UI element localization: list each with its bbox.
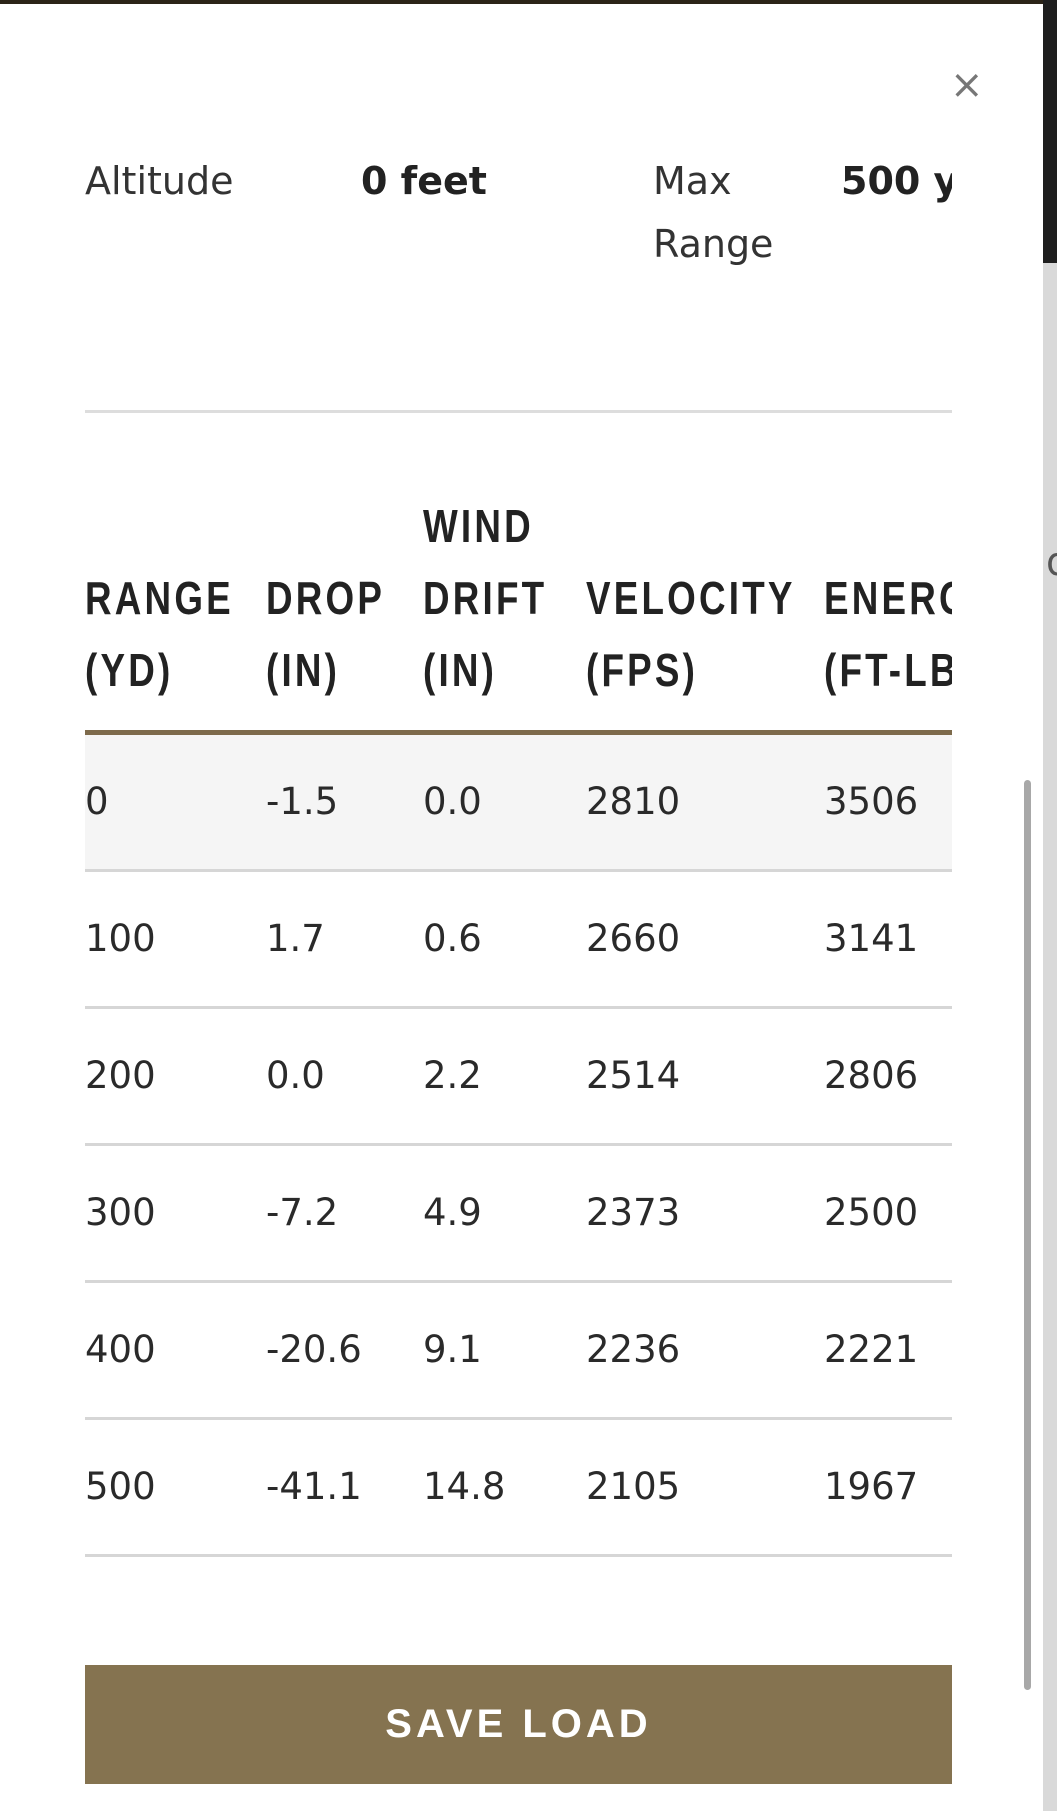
save-button[interactable]: SAVE LOAD [85, 1665, 952, 1784]
table-cell: -1.5 [266, 780, 339, 823]
table-cell: 3506 [824, 780, 919, 823]
column-header: VELOCITY (FPS) [586, 562, 796, 706]
top-bar [0, 0, 1057, 4]
column-header-line: VELOCITY [586, 572, 796, 624]
table-cell: 3141 [824, 917, 919, 960]
column-header: DROP (IN) [266, 562, 385, 706]
column-header-line: RANGE [85, 572, 234, 624]
table-cell: 9.1 [423, 1328, 482, 1371]
background-text: d [1046, 540, 1057, 585]
table-cell: 2500 [824, 1191, 919, 1234]
table-row: 100 1.7 0.6 2660 3141 [85, 872, 952, 1009]
table-row: 300 -7.2 4.9 2373 2500 [85, 1146, 952, 1283]
table-cell: 2810 [586, 780, 681, 823]
table-cell: 1.7 [266, 917, 325, 960]
modal: × Altitude 0 feet Max Range 500 yards RANGE (Y… [0, 4, 1043, 1811]
table-cell: -20.6 [266, 1328, 362, 1371]
table-cell: -41.1 [266, 1465, 362, 1508]
table-cell: 2373 [586, 1191, 681, 1234]
table-cell: 200 [85, 1054, 156, 1097]
column-header: ENERGY (FT-LBS) [824, 562, 952, 706]
info-label: Max Range [653, 150, 773, 276]
column-header-line: WIND [423, 500, 534, 552]
info-label-line: Range [653, 222, 774, 266]
info-label: Altitude [85, 150, 234, 213]
header-rule [85, 730, 952, 735]
info-label-line: Max [653, 159, 732, 203]
table-cell: 2806 [824, 1054, 919, 1097]
table-cell: 400 [85, 1328, 156, 1371]
table-cell: 0.0 [266, 1054, 325, 1097]
modal-content: Altitude 0 feet Max Range 500 yards RANGE (YD)… [85, 4, 952, 1811]
info-label-line: Altitude [85, 159, 234, 203]
table-cell: 500 [85, 1465, 156, 1508]
table-row: 400 -20.6 9.1 2236 2221 [85, 1283, 952, 1420]
close-button[interactable]: × [950, 62, 984, 108]
column-header-line: (IN) [423, 644, 498, 696]
table-cell: 2105 [586, 1465, 681, 1508]
column-header-line: DRIFT [423, 572, 548, 624]
table-row: 0 -1.5 0.0 2810 3506 [85, 735, 952, 872]
table-cell: 14.8 [423, 1465, 506, 1508]
table-cell: -7.2 [266, 1191, 339, 1234]
column-header-line: (FT-LBS) [824, 644, 952, 696]
table-cell: 300 [85, 1191, 156, 1234]
table-cell: 2221 [824, 1328, 919, 1371]
table-cell: 2660 [586, 917, 681, 960]
column-header: WIND DRIFT (IN) [423, 490, 547, 706]
table-cell: 2.2 [423, 1054, 482, 1097]
column-header-line: (YD) [85, 644, 174, 696]
background-header [1043, 0, 1057, 263]
divider [85, 410, 952, 413]
info-value: 0 feet [361, 159, 487, 203]
column-header-line: ENERGY [824, 572, 952, 624]
table-cell: 100 [85, 917, 156, 960]
column-header-line: DROP [266, 572, 386, 624]
table-row: 200 0.0 2.2 2514 2806 [85, 1009, 952, 1146]
column-header-line: (FPS) [586, 644, 699, 696]
table-cell: 0.6 [423, 917, 482, 960]
table-cell: 0.0 [423, 780, 482, 823]
column-header: RANGE (YD) [85, 562, 234, 706]
table-cell: 2236 [586, 1328, 681, 1371]
info-value: 500 yards [841, 159, 952, 203]
table-cell: 4.9 [423, 1191, 482, 1234]
table-row: 500 -41.1 14.8 2105 1967 [85, 1420, 952, 1557]
table-cell: 1967 [824, 1465, 919, 1508]
table-cell: 0 [85, 780, 109, 823]
scrollbar[interactable] [1024, 780, 1031, 1690]
table-cell: 2514 [586, 1054, 681, 1097]
column-header-line: (IN) [266, 644, 341, 696]
